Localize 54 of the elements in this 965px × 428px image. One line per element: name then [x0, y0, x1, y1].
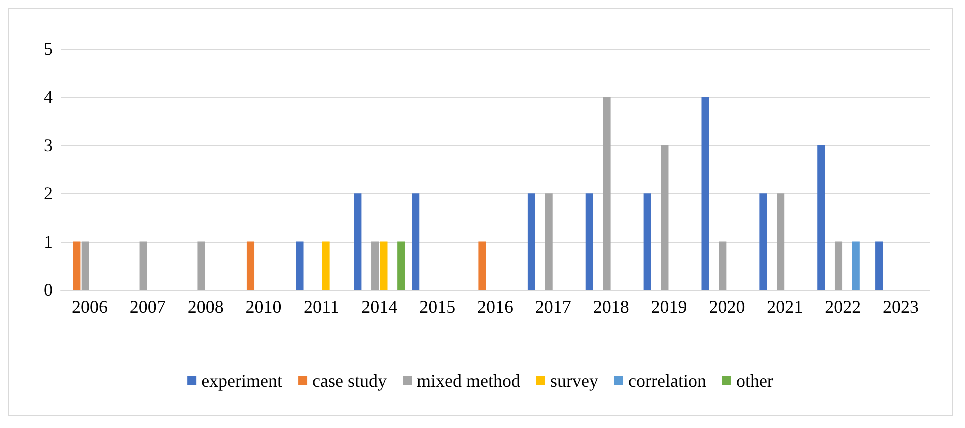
legend-label: other — [736, 371, 774, 391]
bar — [198, 242, 206, 290]
legend-label: correlation — [628, 371, 706, 391]
y-tick-label: 4 — [44, 87, 53, 108]
x-tick-label: 2023 — [883, 297, 920, 317]
bar — [661, 145, 669, 290]
y-tick-label: 1 — [44, 232, 53, 252]
legend-label: mixed method — [417, 371, 520, 391]
y-tick-label: 2 — [44, 184, 53, 204]
bar — [644, 194, 652, 290]
legend-label: case study — [312, 371, 388, 391]
y-tick-label: 3 — [44, 135, 53, 156]
bar — [73, 242, 81, 290]
bar — [818, 145, 826, 290]
x-tick-label: 2010 — [246, 297, 282, 317]
x-tick-label: 2022 — [825, 297, 862, 317]
x-tick-label: 2007 — [130, 297, 166, 317]
bar — [834, 242, 843, 290]
bar — [545, 194, 553, 290]
bar — [603, 97, 611, 290]
bar — [478, 242, 486, 290]
x-tick-label: 2021 — [767, 297, 804, 317]
bar — [719, 242, 727, 290]
x-tick-label: 2019 — [651, 297, 688, 317]
bar — [372, 242, 380, 290]
bar — [322, 242, 330, 290]
bar — [246, 242, 255, 290]
x-tick-label: 2016 — [478, 297, 514, 317]
x-tick-label: 2014 — [362, 297, 398, 317]
x-tick-label: 2006 — [72, 297, 108, 317]
bar — [777, 194, 785, 290]
y-tick-label: 5 — [44, 39, 53, 59]
y-tick-label: 0 — [44, 280, 53, 300]
bar — [296, 242, 304, 290]
x-tick-label: 2008 — [188, 297, 224, 317]
bar — [354, 194, 362, 290]
x-tick-label: 2015 — [420, 297, 456, 317]
x-tick-label: 2018 — [593, 297, 630, 317]
x-tick-label: 2020 — [709, 297, 746, 317]
bar — [398, 242, 406, 290]
legend-label: experiment — [202, 371, 283, 391]
x-tick-label: 2017 — [535, 297, 572, 317]
bar — [412, 194, 420, 290]
bar — [528, 194, 536, 290]
bar — [760, 194, 768, 290]
bar — [140, 242, 148, 290]
bar — [380, 242, 388, 290]
bar — [876, 242, 884, 290]
x-tick-label: 2011 — [304, 297, 340, 317]
bar — [586, 194, 594, 290]
legend-label: survey — [550, 371, 598, 391]
bar — [82, 242, 90, 290]
bar — [702, 97, 710, 290]
bar — [852, 242, 860, 290]
